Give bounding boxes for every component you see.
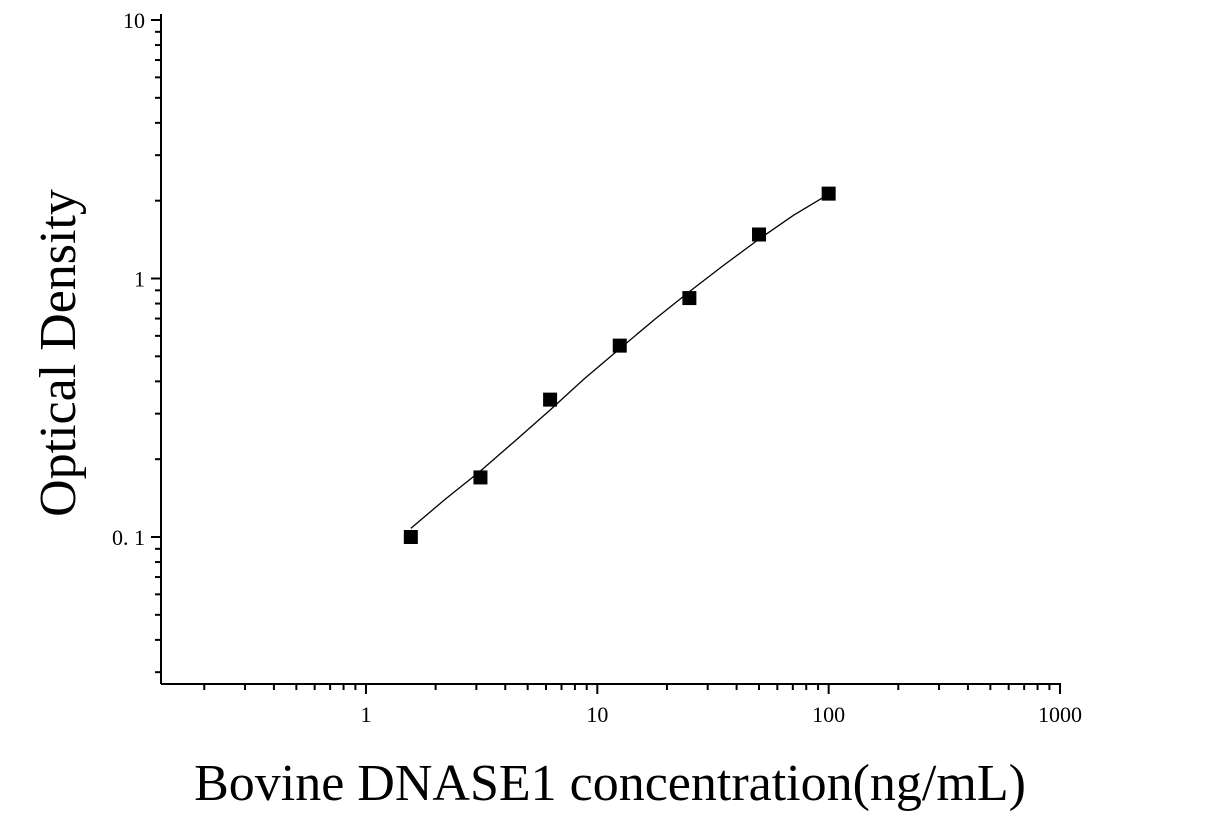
axes bbox=[160, 14, 1061, 685]
data-point bbox=[543, 392, 558, 407]
x-axis-ticks: 1 10 100 1000 bbox=[203, 684, 1082, 727]
x-axis-title: Bovine DNASE1 concentration(ng/mL) bbox=[194, 755, 1026, 812]
data-point bbox=[403, 530, 418, 545]
x-tick-label: 100 bbox=[812, 702, 845, 727]
data-point bbox=[821, 186, 836, 201]
y-axis-title: Optical Density bbox=[30, 189, 87, 517]
x-tick-label: 10 bbox=[586, 702, 608, 727]
y-tick-label: 1 bbox=[134, 267, 145, 292]
x-tick-label: 1 bbox=[360, 702, 371, 727]
x-tick-label: 1000 bbox=[1038, 702, 1082, 727]
data-point bbox=[752, 227, 767, 242]
data-point bbox=[612, 338, 627, 353]
y-axis-ticks: 0. 1 1 10 bbox=[112, 8, 161, 674]
y-tick-label: 10 bbox=[123, 8, 145, 33]
data-point bbox=[473, 470, 488, 485]
data-point bbox=[682, 291, 697, 306]
y-tick-label: 0. 1 bbox=[112, 525, 145, 550]
data-points bbox=[403, 186, 836, 545]
